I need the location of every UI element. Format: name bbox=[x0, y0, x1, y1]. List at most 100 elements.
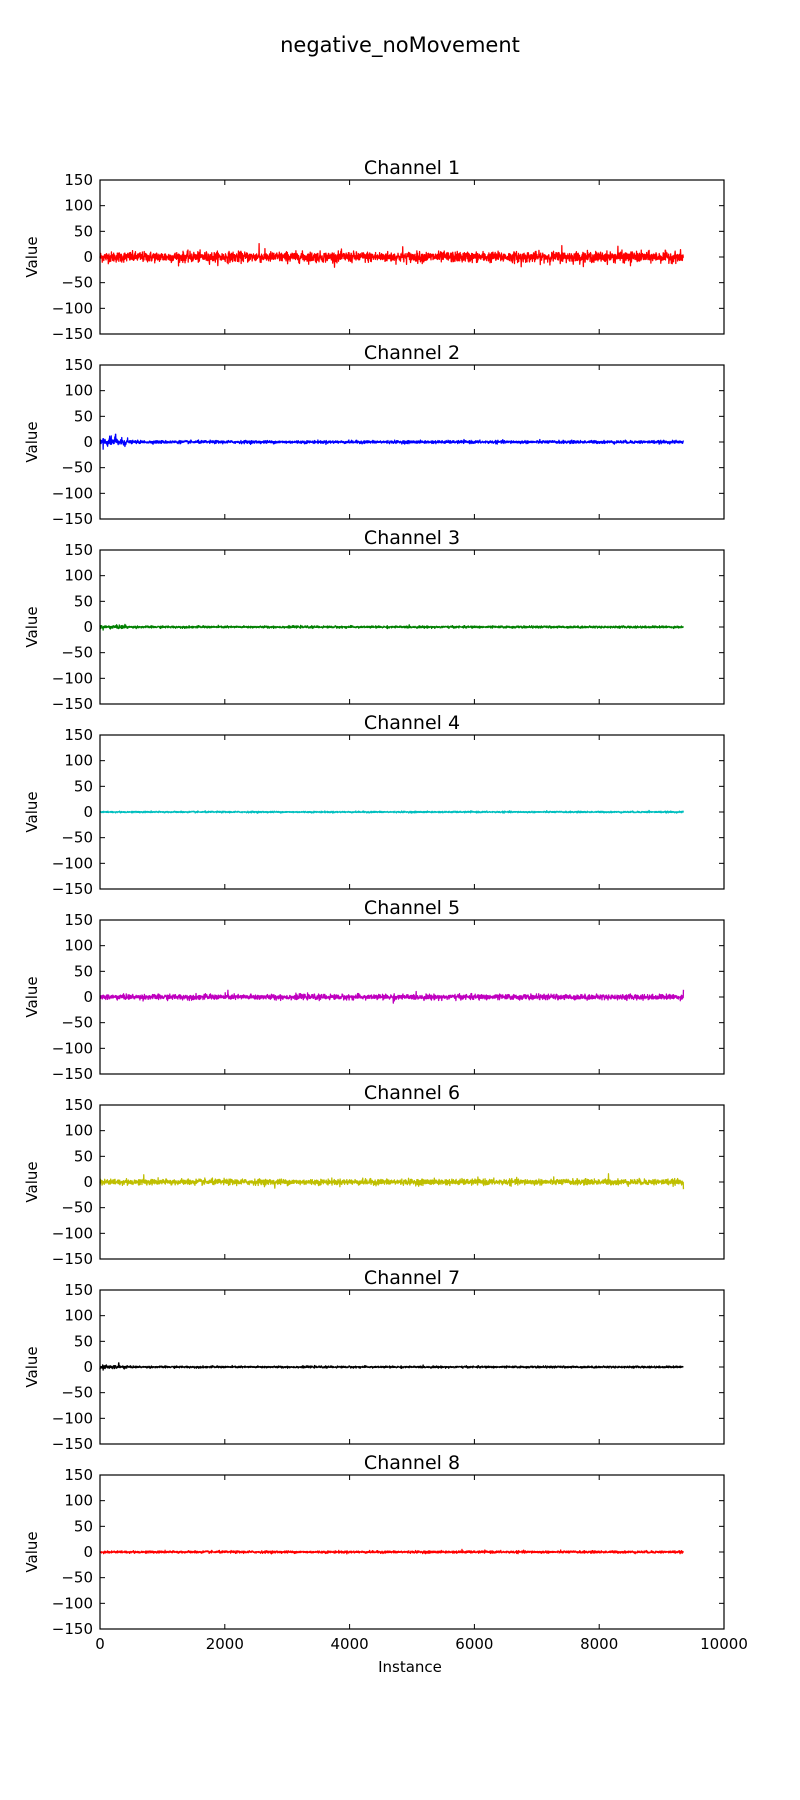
y-tick-label: 150 bbox=[64, 726, 93, 744]
x-tick-label: 0 bbox=[95, 1635, 105, 1653]
y-tick-label: 50 bbox=[74, 592, 93, 610]
panel-title-5: Channel 5 bbox=[364, 897, 460, 919]
y-tick-label: −100 bbox=[52, 1594, 93, 1612]
plot-frame bbox=[99, 179, 725, 335]
y-tick-label: 150 bbox=[64, 356, 93, 374]
plot-frame bbox=[99, 734, 725, 890]
y-tick-label: −50 bbox=[61, 829, 93, 847]
channel-panel-7: Channel 7 Value 150 100 50 0 −50 −100 −150 bbox=[23, 1267, 725, 1453]
y-tick-label: 100 bbox=[64, 937, 93, 955]
y-tick-label: 50 bbox=[74, 1517, 93, 1535]
y-tick-label: 150 bbox=[64, 541, 93, 559]
y-tick-label: −150 bbox=[52, 1620, 93, 1638]
y-tick-label: −100 bbox=[52, 484, 93, 502]
channel-panel-5: Channel 5 Value 150 100 50 0 −50 −100 −150 bbox=[23, 897, 725, 1083]
y-tick-label: 100 bbox=[64, 567, 93, 585]
y-axis-title-5: Value bbox=[23, 976, 41, 1017]
y-tick-label: 0 bbox=[83, 1543, 93, 1561]
figure-title: negative_noMovement bbox=[280, 33, 520, 58]
y-tick-label: 150 bbox=[64, 1096, 93, 1114]
y-tick-label: −150 bbox=[52, 695, 93, 713]
y-tick-label: 0 bbox=[83, 1358, 93, 1376]
y-tick-label: 0 bbox=[83, 618, 93, 636]
y-tick-label: 100 bbox=[64, 1122, 93, 1140]
x-tick-label: 4000 bbox=[331, 1635, 369, 1653]
y-axis-title-8: Value bbox=[23, 1531, 41, 1572]
y-tick-label: 50 bbox=[74, 407, 93, 425]
series-line-channel-6 bbox=[99, 1173, 685, 1190]
y-tick-label: −100 bbox=[52, 299, 93, 317]
y-tick-label: 100 bbox=[64, 752, 93, 770]
y-tick-label: −100 bbox=[52, 1039, 93, 1057]
series-line-channel-8 bbox=[99, 1548, 684, 1555]
y-tick-label: −50 bbox=[61, 274, 93, 292]
plot-frame bbox=[99, 549, 725, 705]
series-line-channel-5 bbox=[99, 989, 685, 1004]
y-tick-label: 100 bbox=[64, 382, 93, 400]
panel-title-2: Channel 2 bbox=[364, 342, 460, 364]
y-tick-label: −50 bbox=[61, 1384, 93, 1402]
y-axis-title-2: Value bbox=[23, 421, 41, 462]
plot-frame bbox=[99, 364, 725, 520]
y-tick-label: −150 bbox=[52, 325, 93, 343]
y-tick-label: 150 bbox=[64, 1281, 93, 1299]
y-tick-label: 100 bbox=[64, 1492, 93, 1510]
y-axis-title-3: Value bbox=[23, 606, 41, 647]
y-tick-label: −50 bbox=[61, 1199, 93, 1217]
y-tick-label: −50 bbox=[61, 644, 93, 662]
x-tick-label: 6000 bbox=[455, 1635, 493, 1653]
channel-panel-6: Channel 6 Value 150 100 50 0 −50 −100 −150 bbox=[23, 1082, 725, 1268]
series-line-channel-1 bbox=[99, 242, 685, 268]
y-tick-label: 0 bbox=[83, 988, 93, 1006]
y-tick-label: −100 bbox=[52, 669, 93, 687]
y-axis-title-6: Value bbox=[23, 1161, 41, 1202]
y-axis-title-1: Value bbox=[23, 236, 41, 277]
y-tick-label: −150 bbox=[52, 1065, 93, 1083]
panel-title-4: Channel 4 bbox=[364, 712, 460, 734]
y-tick-label: 50 bbox=[74, 1147, 93, 1165]
y-tick-label: 50 bbox=[74, 222, 93, 240]
y-tick-label: −150 bbox=[52, 1435, 93, 1453]
y-tick-label: −50 bbox=[61, 1014, 93, 1032]
y-tick-label: −100 bbox=[52, 1224, 93, 1242]
y-tick-label: −50 bbox=[61, 459, 93, 477]
y-tick-label: −150 bbox=[52, 1250, 93, 1268]
panel-title-3: Channel 3 bbox=[364, 527, 460, 549]
x-tick-label: 8000 bbox=[580, 1635, 618, 1653]
y-axis-title-7: Value bbox=[23, 1346, 41, 1387]
y-tick-label: 0 bbox=[83, 803, 93, 821]
panel-title-1: Channel 1 bbox=[364, 157, 460, 179]
y-tick-label: 50 bbox=[74, 962, 93, 980]
panel-title-8: Channel 8 bbox=[364, 1452, 460, 1474]
x-tick-label: 10000 bbox=[700, 1635, 748, 1653]
channel-panel-1: Channel 1 Value 150 100 50 0 −50 −100 −150 bbox=[23, 157, 725, 343]
y-tick-label: 100 bbox=[64, 1307, 93, 1325]
channel-panel-3: Channel 3 Value 150 100 50 0 −50 −100 −150 bbox=[23, 527, 725, 713]
y-axis-title-4: Value bbox=[23, 791, 41, 832]
panel-title-7: Channel 7 bbox=[364, 1267, 460, 1289]
series-line-channel-7 bbox=[99, 1362, 684, 1371]
x-tick-label: 2000 bbox=[206, 1635, 244, 1653]
plot-frame bbox=[99, 1289, 725, 1445]
channel-panel-4: Channel 4 Value 150 100 50 0 −50 −100 −150 bbox=[23, 712, 725, 898]
y-tick-label: 50 bbox=[74, 1332, 93, 1350]
y-tick-label: 0 bbox=[83, 248, 93, 266]
panel-title-6: Channel 6 bbox=[364, 1082, 460, 1104]
y-tick-label: −100 bbox=[52, 854, 93, 872]
y-tick-label: 50 bbox=[74, 777, 93, 795]
series-line-channel-3 bbox=[99, 623, 685, 631]
plot-frame bbox=[99, 1104, 725, 1260]
series-line-channel-2 bbox=[99, 433, 684, 450]
panels: Channel 1Value150100500−50−100−150Channe… bbox=[23, 157, 748, 1653]
series-line-channel-4 bbox=[99, 809, 685, 814]
y-tick-label: −100 bbox=[52, 1409, 93, 1427]
y-tick-label: 150 bbox=[64, 1466, 93, 1484]
plot-frame bbox=[99, 919, 725, 1075]
y-tick-label: 0 bbox=[83, 1173, 93, 1191]
x-axis-title: Instance bbox=[378, 1658, 442, 1676]
y-tick-label: 0 bbox=[83, 433, 93, 451]
channel-panel-2: Channel 2 Value 150 100 50 0 −50 −100 −150 bbox=[23, 342, 725, 528]
